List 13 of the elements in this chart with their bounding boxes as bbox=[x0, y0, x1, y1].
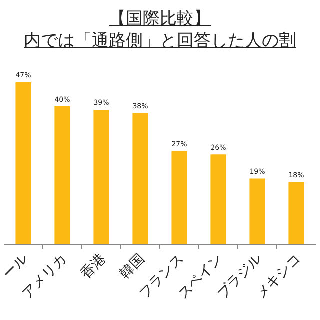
x-tick-label: 韓国 bbox=[117, 251, 148, 282]
bar bbox=[172, 151, 188, 244]
bar bbox=[288, 182, 304, 244]
bar bbox=[210, 154, 226, 244]
bar bbox=[94, 110, 110, 244]
bar bbox=[16, 82, 32, 244]
x-tick-label: 香港 bbox=[78, 251, 110, 282]
bar bbox=[132, 113, 148, 244]
chart-title: 【国際比較】 bbox=[109, 9, 211, 29]
bar bbox=[250, 178, 266, 244]
bar bbox=[54, 106, 70, 244]
chart-subtitle: 内では「通路側」と回答した人の割 bbox=[24, 31, 296, 51]
x-tick-label: ール bbox=[0, 251, 32, 282]
